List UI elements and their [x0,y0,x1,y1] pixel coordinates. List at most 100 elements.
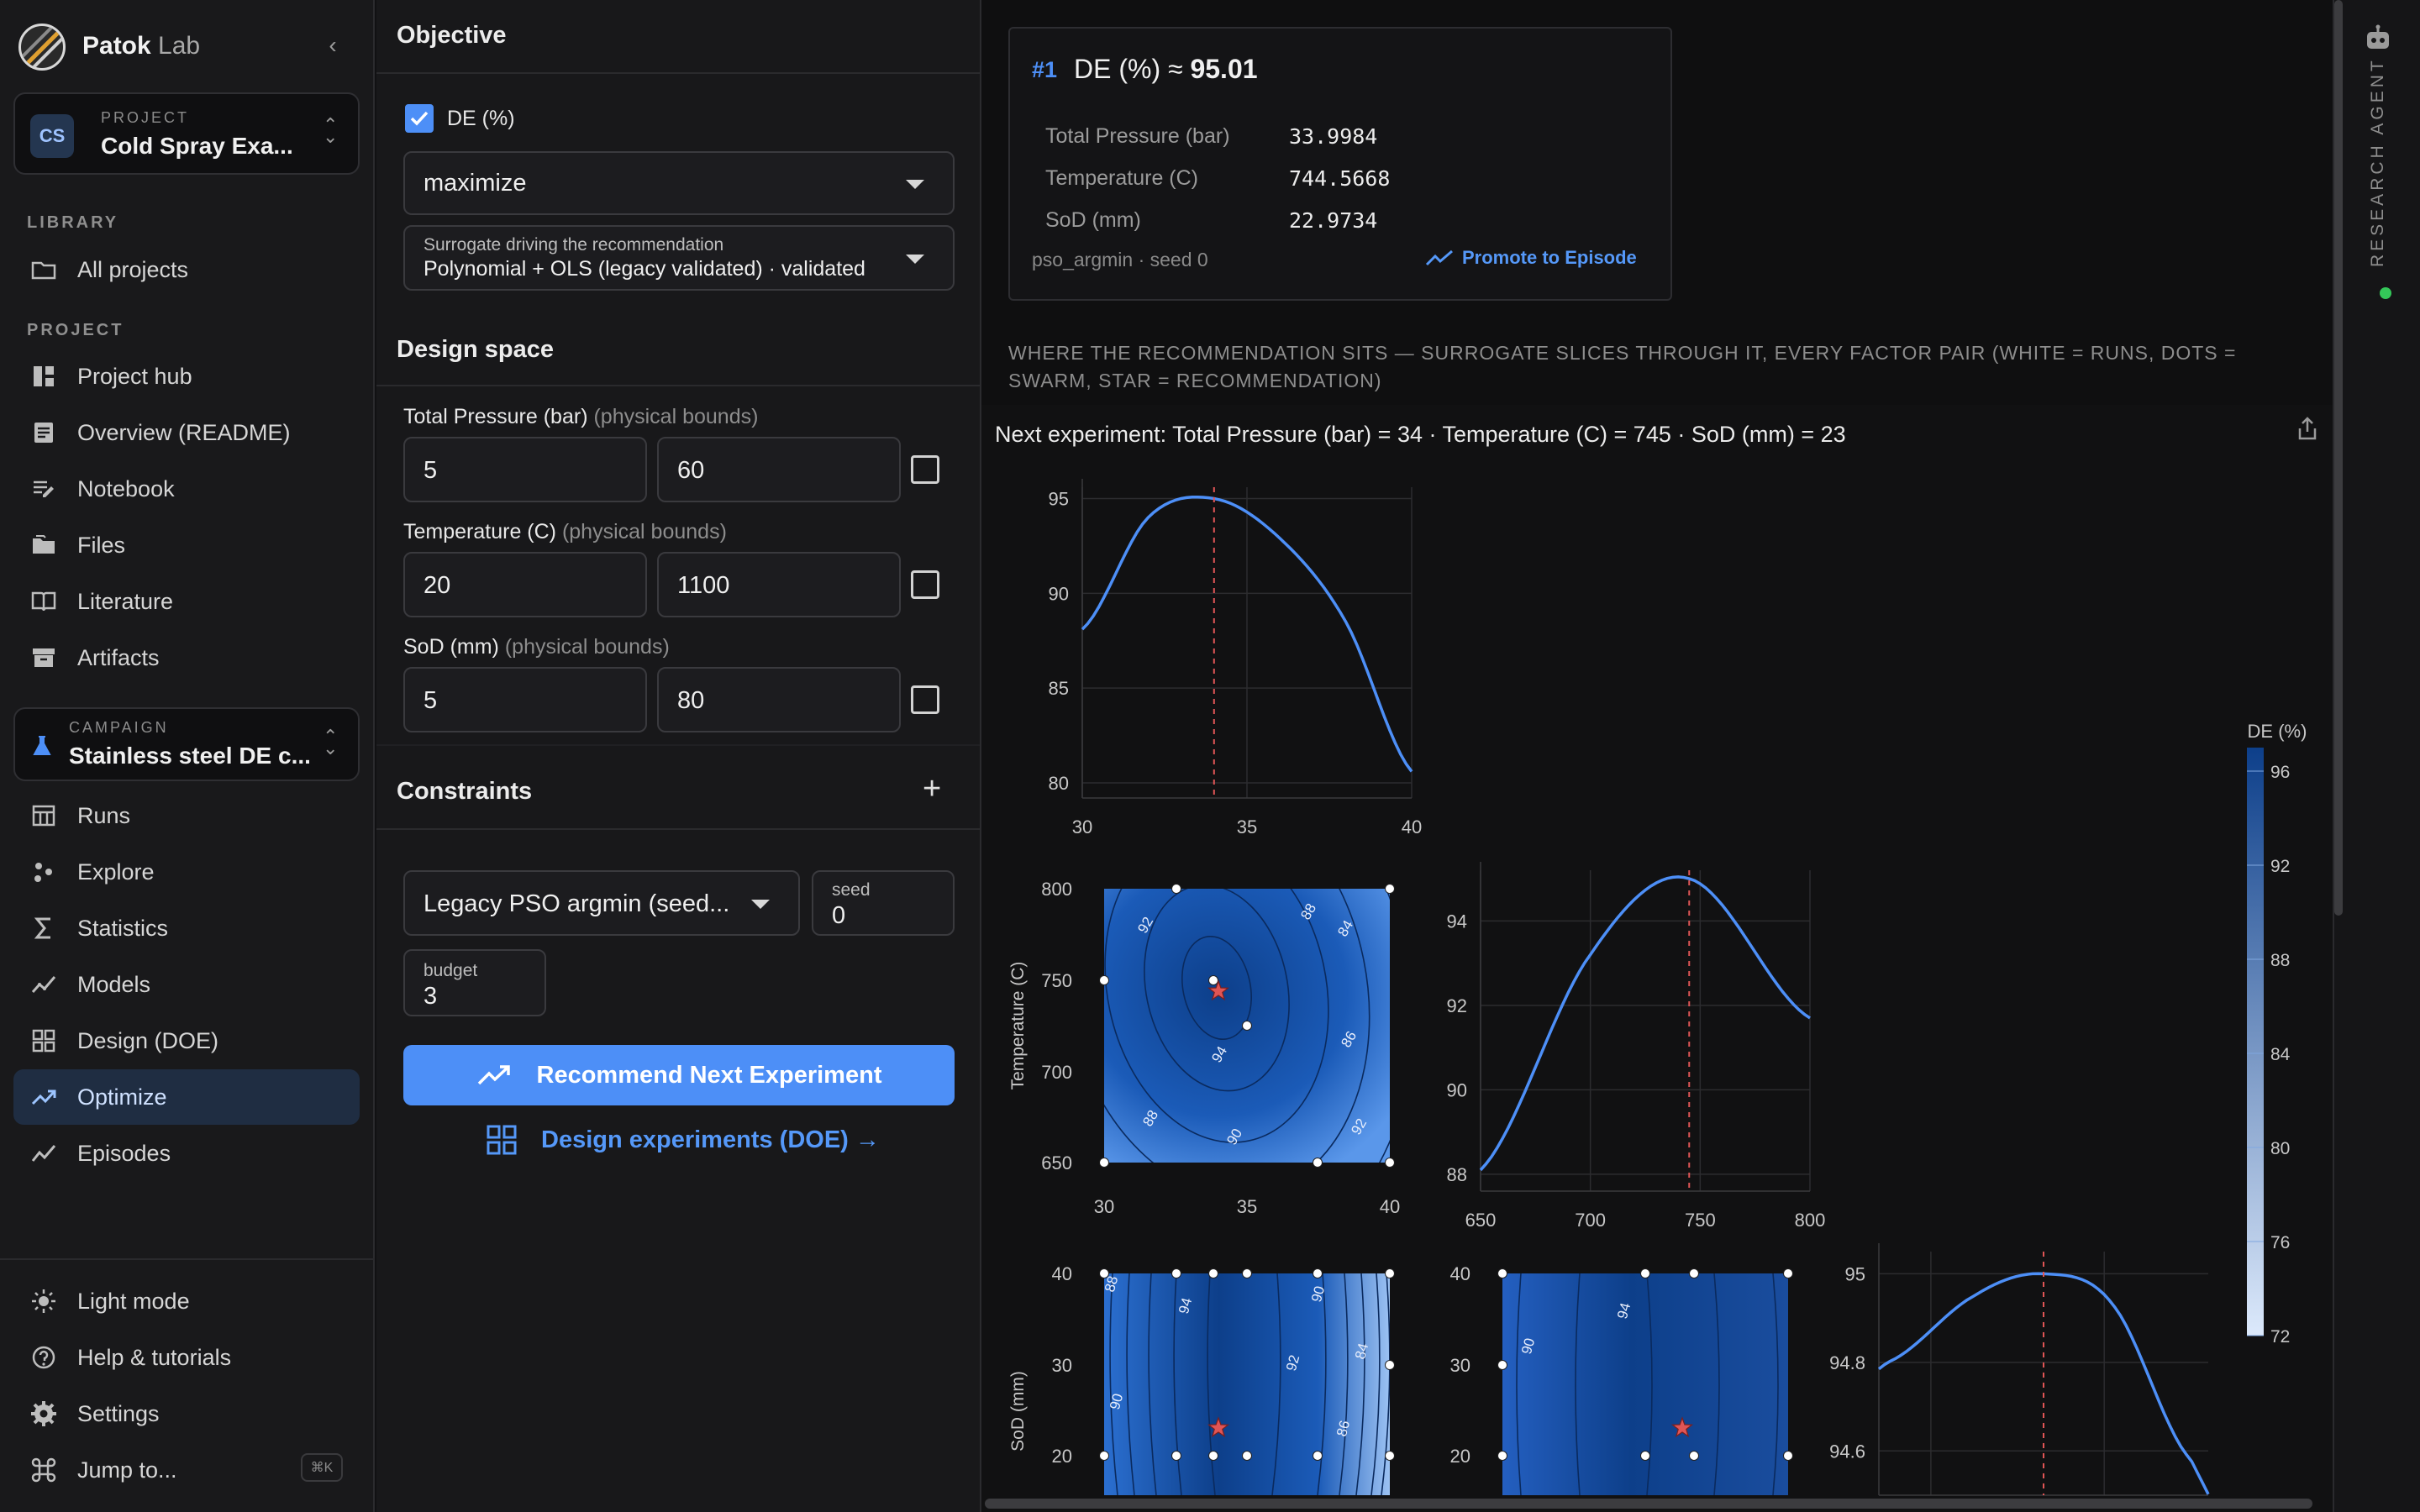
swarm-dot [1783,1268,1793,1278]
sidebar-item-episodes[interactable]: Episodes [13,1126,360,1181]
swarm-dot [1242,1021,1252,1031]
surrogate-value: Polynomial + OLS (legacy validated) · va… [424,257,865,281]
swarm-dot [1313,1158,1323,1168]
constraints-heading: Constraints [397,778,533,805]
contour-line [1646,1273,1653,1495]
recommendation-star [1207,1416,1230,1438]
sidebar-item-files[interactable]: Files [13,517,360,573]
swarm-dot [1171,1268,1181,1278]
sidebar-item-runs[interactable]: Runs [13,788,360,843]
chevron-updown-icon: ⌃ ⌄ [323,726,339,759]
sidebar-item-optimize[interactable]: Optimize [13,1069,360,1125]
sidebar-item-notebook[interactable]: Notebook [13,461,360,517]
contour-label: 84 [1352,1341,1371,1361]
horizontal-scrollbar[interactable] [985,1499,2312,1509]
sidebar-item-label: Runs [77,802,131,828]
colorbar [2247,748,2264,1336]
contour-line [1173,1273,1182,1495]
promote-to-episode-button[interactable]: Promote to Episode [1425,247,1637,269]
archive-icon [30,644,57,671]
sidebar-item-literature[interactable]: Literature [13,574,360,629]
contour-lines [1109,1273,1390,1495]
sidebar-item-design-doe[interactable]: Design (DOE) [13,1013,360,1068]
algorithm-select[interactable]: Legacy PSO argmin (seed... [403,870,800,936]
sidebar-item-light-mode[interactable]: Light mode [13,1273,360,1329]
y-tick-label: 700 [1041,1062,1072,1083]
campaign-name: Stainless steel DE c... [69,743,311,769]
factor-min-input-sod-mm[interactable]: 5 [403,667,647,732]
design-experiments-link[interactable]: Design experiments (DOE) → [486,1124,880,1156]
swarm-dot [1242,1268,1252,1278]
swarm-dot [1783,1451,1793,1461]
factor-max-input-sod-mm[interactable]: 80 [657,667,901,732]
x-tick-label: 30 [1094,1196,1114,1217]
contour-label: 90 [1107,1392,1126,1411]
campaign-switcher[interactable]: CAMPAIGN Stainless steel DE c... ⌃ ⌄ [13,707,360,781]
sidebar-item-jump-to[interactable]: Jump to... [13,1442,360,1498]
factor-max-input-total-pressure-bar[interactable]: 60 [657,437,901,502]
sidebar-item-models[interactable]: Models [13,957,360,1012]
agent-status-dot [2380,287,2391,299]
recommend-next-experiment-button[interactable]: Recommend Next Experiment [403,1045,955,1105]
objective-heading: Objective [397,22,507,49]
recommendation-key: SoD (mm) [1045,208,1141,232]
sidebar-item-overview-readme[interactable]: Overview (README) [13,405,360,460]
sidebar-item-project-hub[interactable]: Project hub [13,349,360,404]
export-icon[interactable] [2297,417,2317,440]
colorbar-tick-label: 76 [2270,1233,2290,1252]
objective-checkbox[interactable] [405,104,434,133]
factor-label-total-pressure-bar: Total Pressure (bar) (physical bounds) [403,405,759,428]
contour-line [1317,1273,1327,1495]
x-tick-label: 40 [1402,816,1422,837]
surrogate-select[interactable]: Surrogate driving the recommendation Pol… [403,225,955,291]
sidebar-item-label: Overview (README) [77,419,291,445]
table-icon [30,802,57,829]
seed-input[interactable]: seed 0 [812,870,955,936]
factor-max-value: 1100 [677,572,730,599]
project-switcher[interactable]: CS PROJECT Cold Spray Exa... ⌃ ⌄ [13,92,360,175]
command-icon [30,1457,57,1483]
sidebar-item-artifacts[interactable]: Artifacts [13,630,360,685]
factor-max-input-temperature-c[interactable]: 1100 [657,552,901,617]
seed-value: 0 [832,902,846,929]
factor-lock-checkbox-total-pressure-bar[interactable] [911,455,939,484]
vertical-scrollbar[interactable] [2334,0,2343,916]
sidebar-item-label: All projects [77,256,189,282]
colorbar-tick-label: 88 [2270,951,2290,970]
add-constraint-button[interactable]: + [923,771,942,806]
plot-bg [1481,870,1810,1191]
next-experiment-title: Next experiment: Total Pressure (bar) = … [995,422,1846,447]
sidebar-item-label: Episodes [77,1140,171,1166]
sidebar-item-all-projects[interactable]: All projects [13,242,360,297]
y-tick-label: 85 [1049,678,1069,699]
recommendation-star [1670,1416,1694,1438]
contour-label: 86 [1334,1419,1353,1438]
sidebar-item-explore[interactable]: Explore [13,844,360,900]
project-section-label: PROJECT [27,321,124,339]
factor-min-input-temperature-c[interactable]: 20 [403,552,647,617]
sidebar-item-settings[interactable]: Settings [13,1386,360,1441]
sidebar-item-help-tutorials[interactable]: Help & tutorials [13,1330,360,1385]
direction-select[interactable]: maximize [403,151,955,215]
factor-lock-checkbox-sod-mm[interactable] [911,685,939,714]
sidebar-item-statistics[interactable]: Statistics [13,900,360,956]
y-axis-label: SoD (mm) [1008,1371,1028,1452]
x-tick-label: 650 [1465,1210,1497,1231]
robot-icon[interactable] [2363,24,2393,54]
divider [376,828,980,830]
brand-name: Patok Lab [82,32,201,60]
factor-lock-checkbox-temperature-c[interactable] [911,570,939,599]
contour-line [1126,1273,1135,1495]
swarm-dot [1099,975,1109,985]
jump-shortcut: ⌘K [301,1453,343,1482]
factor-min-input-total-pressure-bar[interactable]: 5 [403,437,647,502]
budget-input[interactable]: budget 3 [403,949,546,1016]
swarm-dot [1313,1268,1323,1278]
direction-value: maximize [424,170,527,197]
collapse-sidebar-icon[interactable]: ‹ [329,32,337,58]
sidebar: Patok Lab ‹ CS PROJECT Cold Spray Exa...… [0,0,375,1512]
scatter-icon [30,858,57,885]
contour-label: 94 [1614,1301,1634,1320]
flask-icon [30,734,54,758]
swarm-dot [1385,1360,1395,1370]
